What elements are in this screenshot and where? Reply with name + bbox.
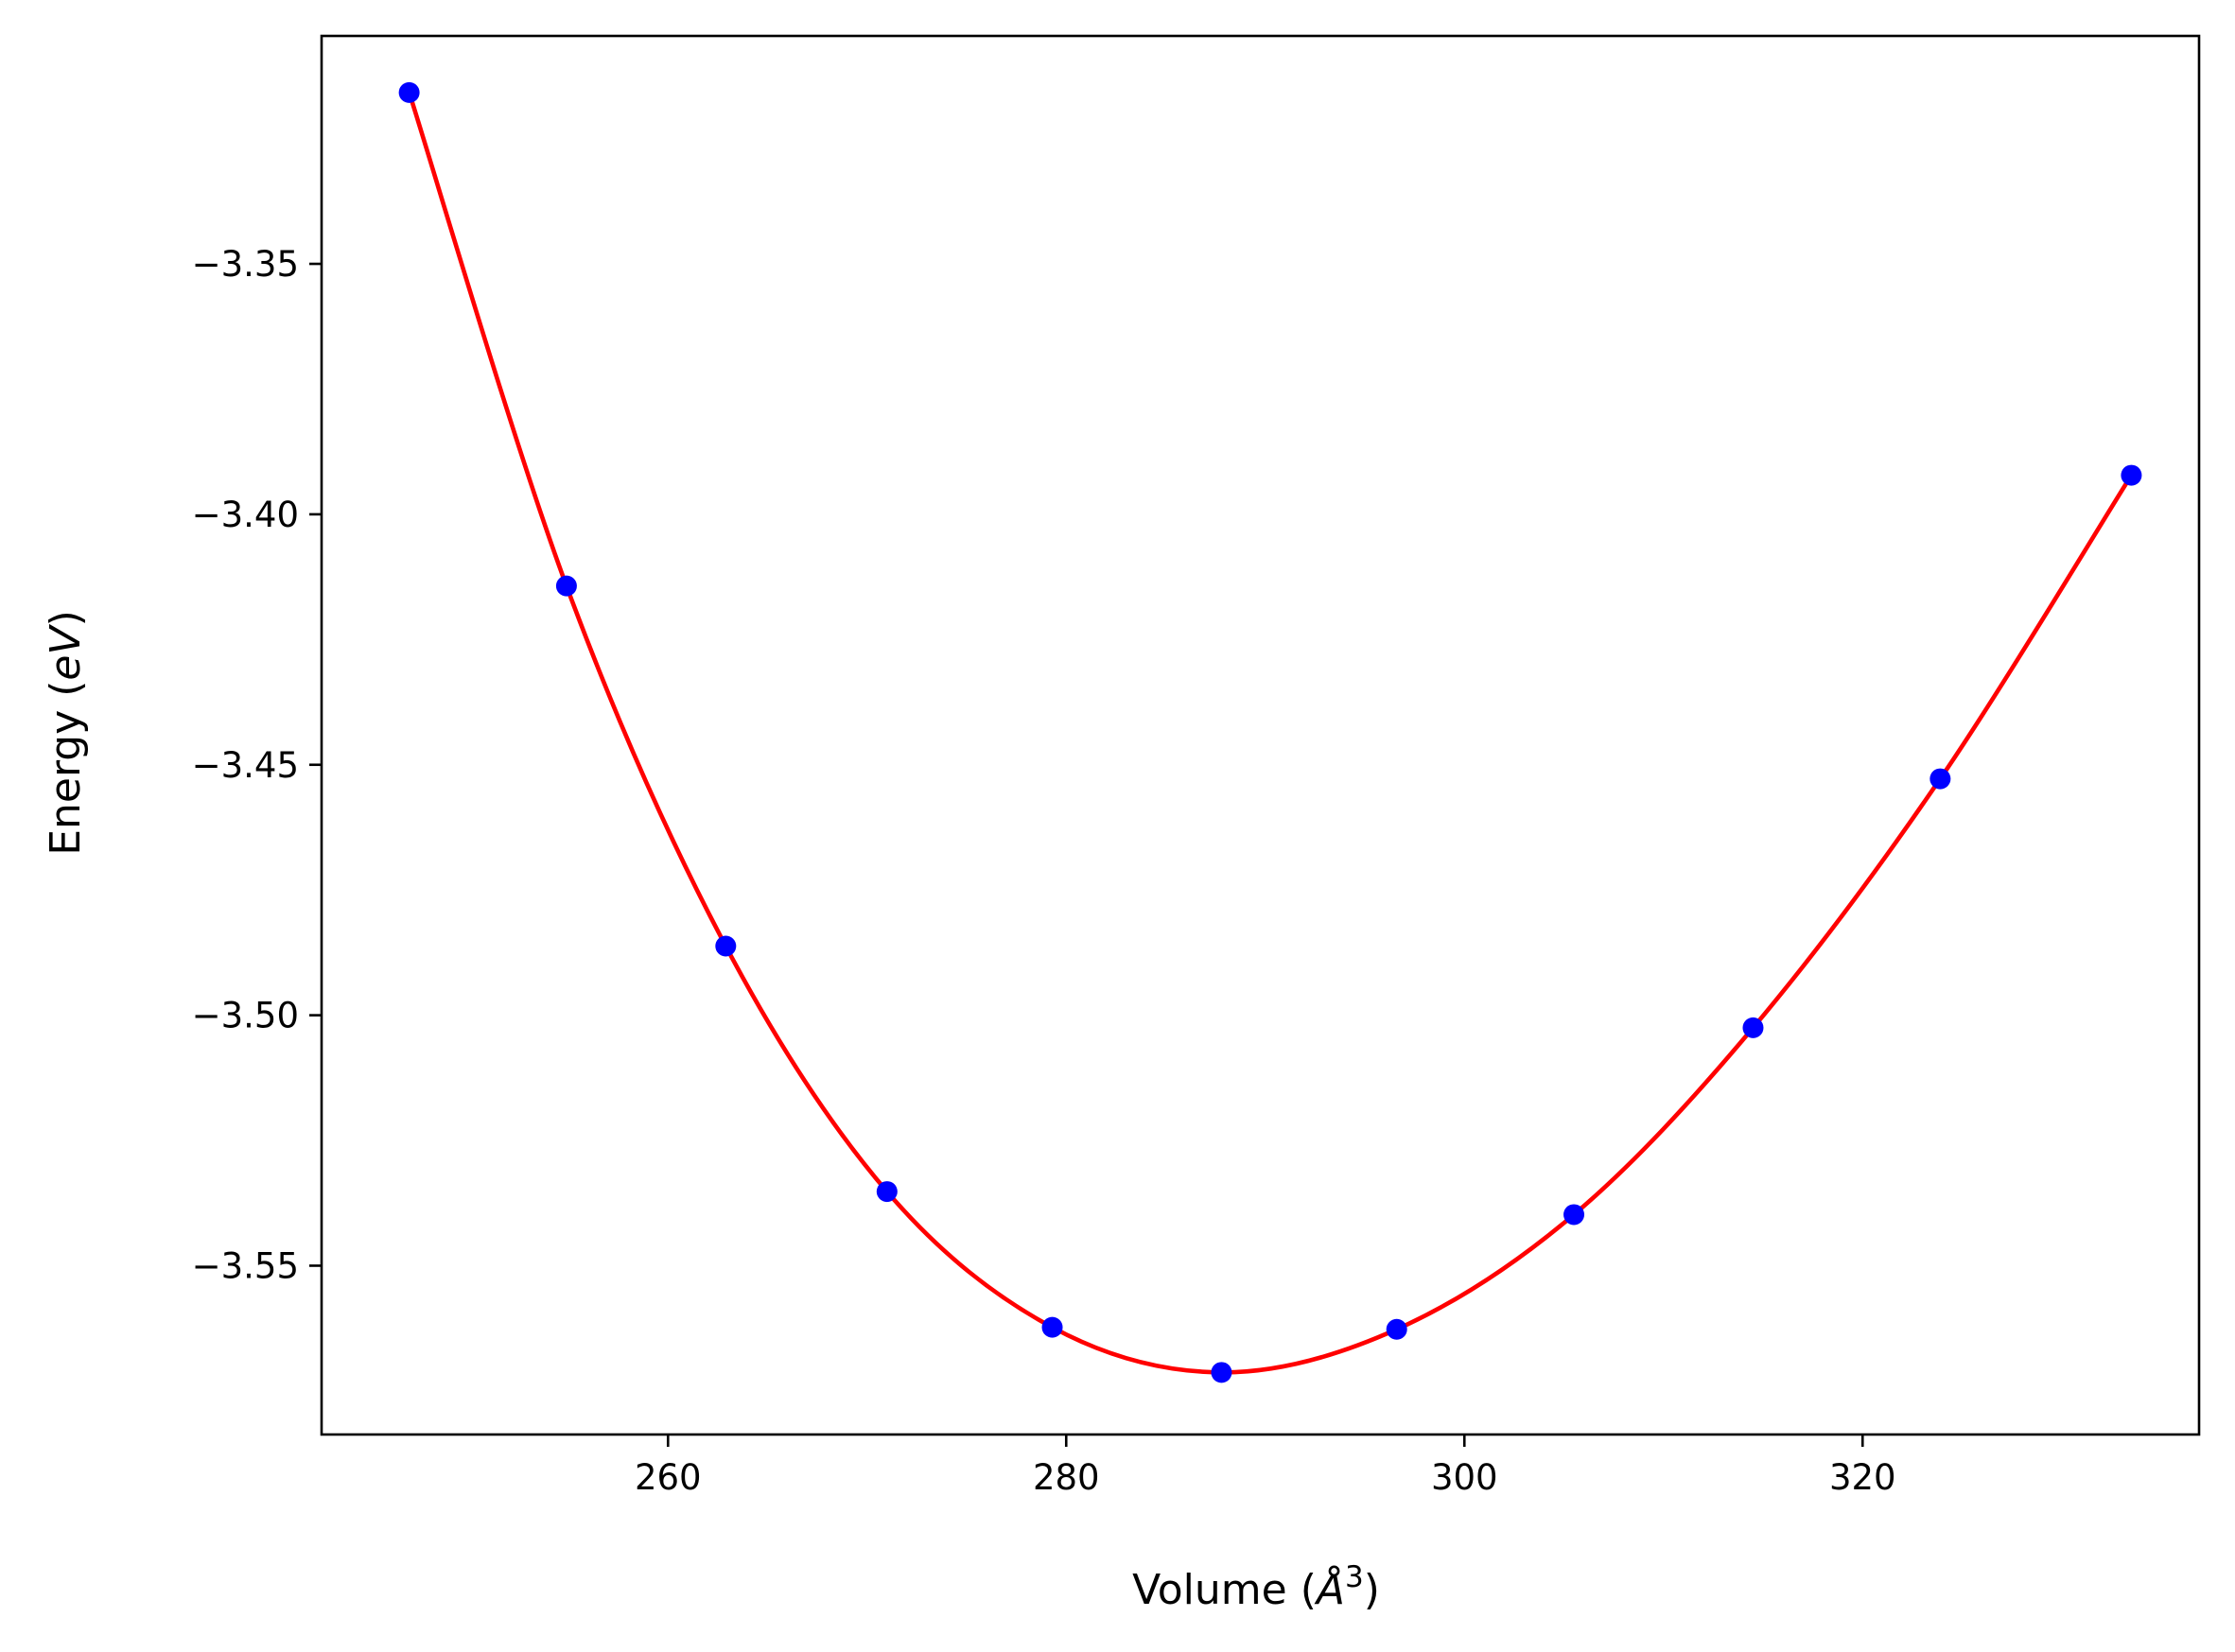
data-point bbox=[1563, 1204, 1585, 1226]
data-point bbox=[398, 81, 420, 103]
y-tick-label: −3.35 bbox=[192, 244, 299, 285]
data-point bbox=[1386, 1318, 1407, 1340]
fit-curve bbox=[407, 90, 2134, 1375]
data-points-layer bbox=[398, 81, 2142, 1383]
y-tick-label: −3.55 bbox=[192, 1245, 299, 1286]
data-point bbox=[876, 1181, 898, 1203]
y-axis-label: Energy (eV) bbox=[42, 610, 90, 856]
data-point bbox=[715, 935, 737, 957]
y-tick-label: −3.40 bbox=[192, 495, 299, 535]
x-tick-label: 320 bbox=[1829, 1457, 1896, 1498]
x-axis-label: Volume (Å3) bbox=[1132, 1560, 1380, 1614]
x-tick-label: 280 bbox=[1033, 1457, 1100, 1498]
data-point bbox=[1929, 768, 1951, 790]
x-tick-label: 260 bbox=[635, 1457, 702, 1498]
data-point bbox=[555, 575, 577, 597]
data-point bbox=[1742, 1017, 1764, 1038]
data-point bbox=[1041, 1316, 1063, 1338]
y-tick-label: −3.50 bbox=[192, 996, 299, 1036]
y-axis-ticks: −3.35 −3.40 −3.45 −3.50 −3.55 bbox=[192, 244, 322, 1286]
data-point bbox=[2121, 464, 2142, 486]
y-tick-label: −3.45 bbox=[192, 745, 299, 786]
axes-frame bbox=[320, 34, 2201, 1436]
x-tick-label: 300 bbox=[1431, 1457, 1498, 1498]
x-axis-ticks: 260 280 300 320 bbox=[635, 1435, 1896, 1498]
fit-curve-layer bbox=[407, 90, 2134, 1375]
data-point bbox=[1211, 1362, 1232, 1383]
plot-area bbox=[320, 34, 2201, 1436]
